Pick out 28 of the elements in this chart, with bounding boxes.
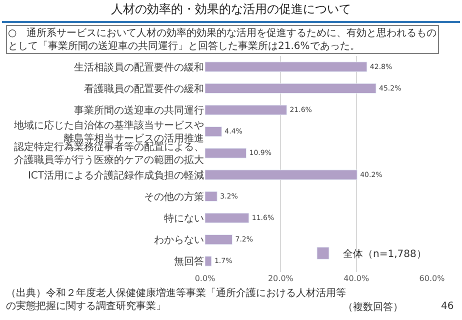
bar xyxy=(205,256,212,266)
x-tick-label: 60.0% xyxy=(419,274,446,283)
bar xyxy=(205,191,218,202)
bar xyxy=(205,170,358,180)
bar xyxy=(205,83,376,94)
y-tick-label: 特にない xyxy=(164,212,204,224)
bar xyxy=(205,62,368,72)
y-tick-label: 無回答 xyxy=(174,256,204,268)
x-tick-label: 40.0% xyxy=(344,274,370,283)
chart-title: 人材の効率的・効果的な活用の促進について xyxy=(111,2,351,16)
text: ○ 通所系サービスにおいて人材の効率的効果的な活用を促進するために、有効と思われるものとして「事業所間の送迎車の共同運行」と回答した事業所は21.6%であった。 xyxy=(8,27,437,52)
bar xyxy=(205,126,222,137)
y-tick-label: 生活相談員の配置要件の緩和 xyxy=(74,61,204,74)
text: 46 xyxy=(441,301,454,312)
y-tick-label: ICT活用による介護記録作成負担の軽減 xyxy=(28,169,204,182)
text: （出典）令和２年度老人保健健康増進等事業「通所介護における人材活用等の実態把握に関する調査研究事業」 xyxy=(6,287,346,312)
bar xyxy=(205,212,250,224)
bar xyxy=(205,148,246,158)
y-tick-label: 看護職員の配置要件の緩和 xyxy=(84,82,204,95)
x-tick-label: 0.0% xyxy=(194,274,216,283)
legend-label: 全体（n=1,788） xyxy=(343,248,426,260)
x-tick-label: 20.0% xyxy=(268,274,294,283)
bar xyxy=(205,104,287,116)
y-tick-label: その他の方策 xyxy=(144,190,204,203)
y-tick-label: わからない xyxy=(154,235,204,246)
bar xyxy=(205,234,232,245)
text: （複数回答） xyxy=(343,301,403,313)
y-tick-label: 事業所間の送迎車の共同運行 xyxy=(74,104,204,116)
